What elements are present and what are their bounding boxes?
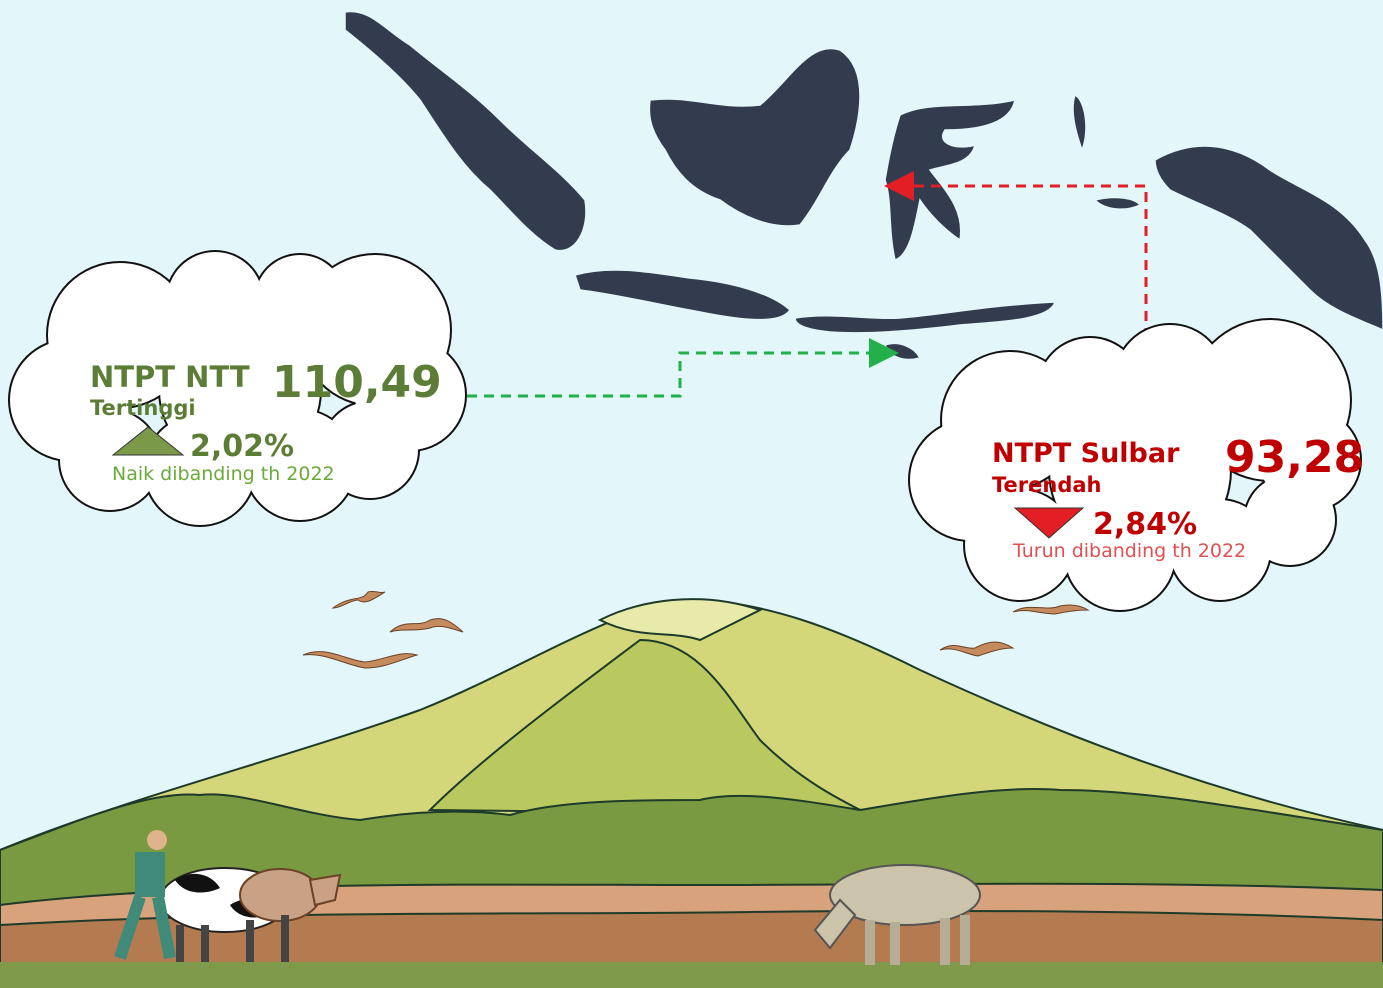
- cloud-puff: [1245, 475, 1335, 565]
- rank-label: Terendah: [992, 473, 1101, 497]
- change-value: 2,84%: [1093, 507, 1197, 542]
- region-label: NTPT NTT: [90, 360, 250, 394]
- change-note: Naik dibanding th 2022: [112, 463, 335, 485]
- region-value: 93,28: [1225, 432, 1364, 483]
- rank-label: Tertinggi: [90, 396, 196, 420]
- cloud-puff: [322, 402, 418, 498]
- infographic: NTPT NTT 110,49 Tertinggi 2,02% Naik dib…: [0, 0, 1383, 988]
- cloud-puff: [60, 410, 160, 510]
- change-note: Turun dibanding th 2022: [1012, 540, 1246, 562]
- page: { "highest": { "label": "NTPT NTT", "val…: [0, 0, 1383, 988]
- region-label: NTPT Sulbar: [992, 438, 1180, 469]
- grass: [0, 962, 1383, 988]
- region-value: 110,49: [272, 357, 442, 408]
- change-value: 2,02%: [190, 429, 294, 464]
